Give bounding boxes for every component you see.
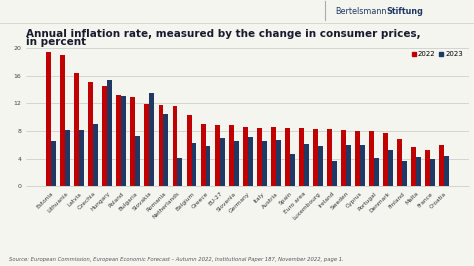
Bar [117,95,121,186]
Bar [388,150,393,186]
Bar [173,106,177,186]
Bar [439,145,444,186]
Bar [411,147,416,186]
Bar [60,55,65,186]
Bar [369,131,374,186]
Bar [206,146,210,186]
Bar [145,104,149,186]
Bar [93,124,98,186]
Bar [158,105,164,186]
Bar [130,97,136,186]
Text: Stiftung: Stiftung [386,7,423,16]
Bar [46,52,51,186]
Bar [262,141,266,186]
Bar [285,128,290,186]
Bar [74,73,79,186]
Bar [51,141,56,186]
Bar [215,125,219,186]
Bar [257,128,262,186]
Bar [102,86,107,186]
Bar [177,158,182,186]
Bar [164,114,168,186]
Bar [360,146,365,186]
Bar [332,161,337,186]
Text: Source: European Commission, European Economic Forecast – Autumn 2022, Instituti: Source: European Commission, European Ec… [9,257,344,262]
Bar [383,133,388,186]
Bar [397,139,402,186]
Bar [191,143,196,186]
Bar [243,127,247,186]
Bar [79,130,84,186]
Bar [327,130,332,186]
Bar [247,137,253,186]
Text: Annual inflation rate, measured by the change in consumer prices,: Annual inflation rate, measured by the c… [26,28,421,39]
Bar [430,159,435,186]
Bar [416,157,421,186]
Bar [88,82,93,186]
Bar [346,145,351,186]
Bar [234,141,238,186]
Bar [402,161,407,186]
Text: Bertelsmann: Bertelsmann [335,7,386,16]
Bar [201,124,206,186]
Legend: 2022, 2023: 2022, 2023 [409,49,466,60]
Bar [121,96,126,186]
Bar [65,130,70,186]
Bar [187,115,191,186]
Text: in percent: in percent [26,36,86,47]
Bar [304,144,309,186]
Bar [374,158,379,186]
Bar [425,150,430,186]
Bar [299,128,304,186]
Bar [341,130,346,186]
Bar [271,127,276,186]
Bar [107,80,112,186]
Bar [355,131,360,186]
Bar [149,93,155,186]
Bar [276,140,281,186]
Bar [313,129,318,186]
Bar [444,156,449,186]
Bar [219,138,225,186]
Bar [136,136,140,186]
Bar [318,146,323,186]
Bar [290,154,295,186]
Bar [229,125,234,186]
